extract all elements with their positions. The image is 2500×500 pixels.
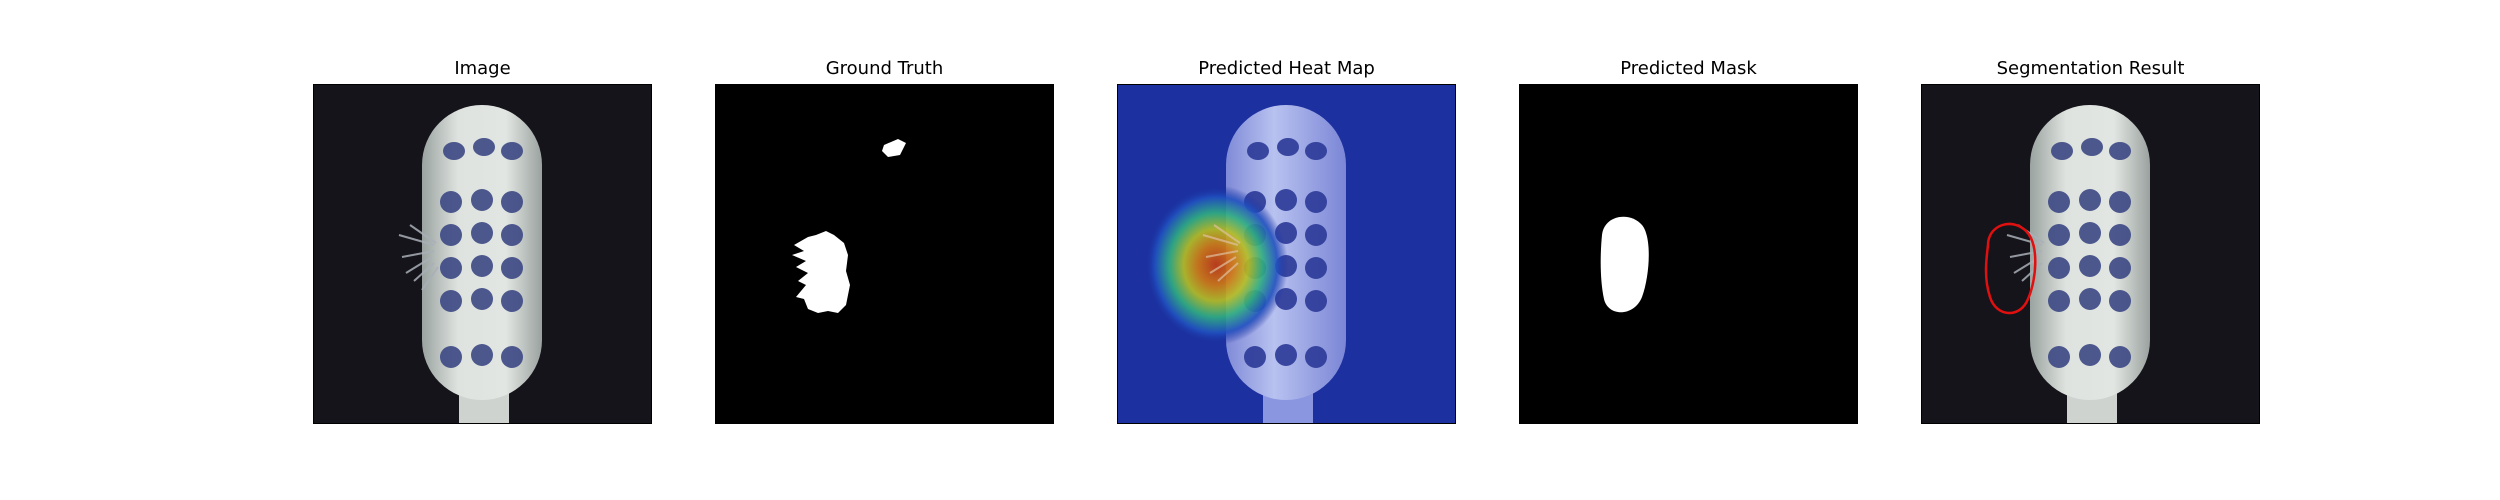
ground-truth-mask: [715, 84, 1054, 424]
panel-segmentation-result: Segmentation Result: [1921, 59, 2260, 424]
toothbrush-photo: [313, 84, 652, 424]
predicted-mask: [1519, 84, 1858, 424]
panel-predicted-mask: Predicted Mask: [1519, 59, 1858, 424]
panel-title: Ground Truth: [825, 58, 944, 79]
heat-map-overlay: [1117, 84, 1456, 424]
panel-title: Segmentation Result: [1996, 58, 2185, 79]
panel-ground-truth: Ground Truth: [715, 59, 1054, 424]
panel-image: Image: [313, 59, 652, 424]
panel-title: Predicted Heat Map: [1198, 58, 1375, 79]
segmentation-overlay: [1921, 84, 2260, 424]
panel-title: Image: [454, 58, 511, 79]
panel-heat-map: Predicted Heat Map: [1117, 59, 1456, 424]
segmentation-contour: [1984, 222, 2037, 315]
panel-title: Predicted Mask: [1620, 58, 1757, 79]
